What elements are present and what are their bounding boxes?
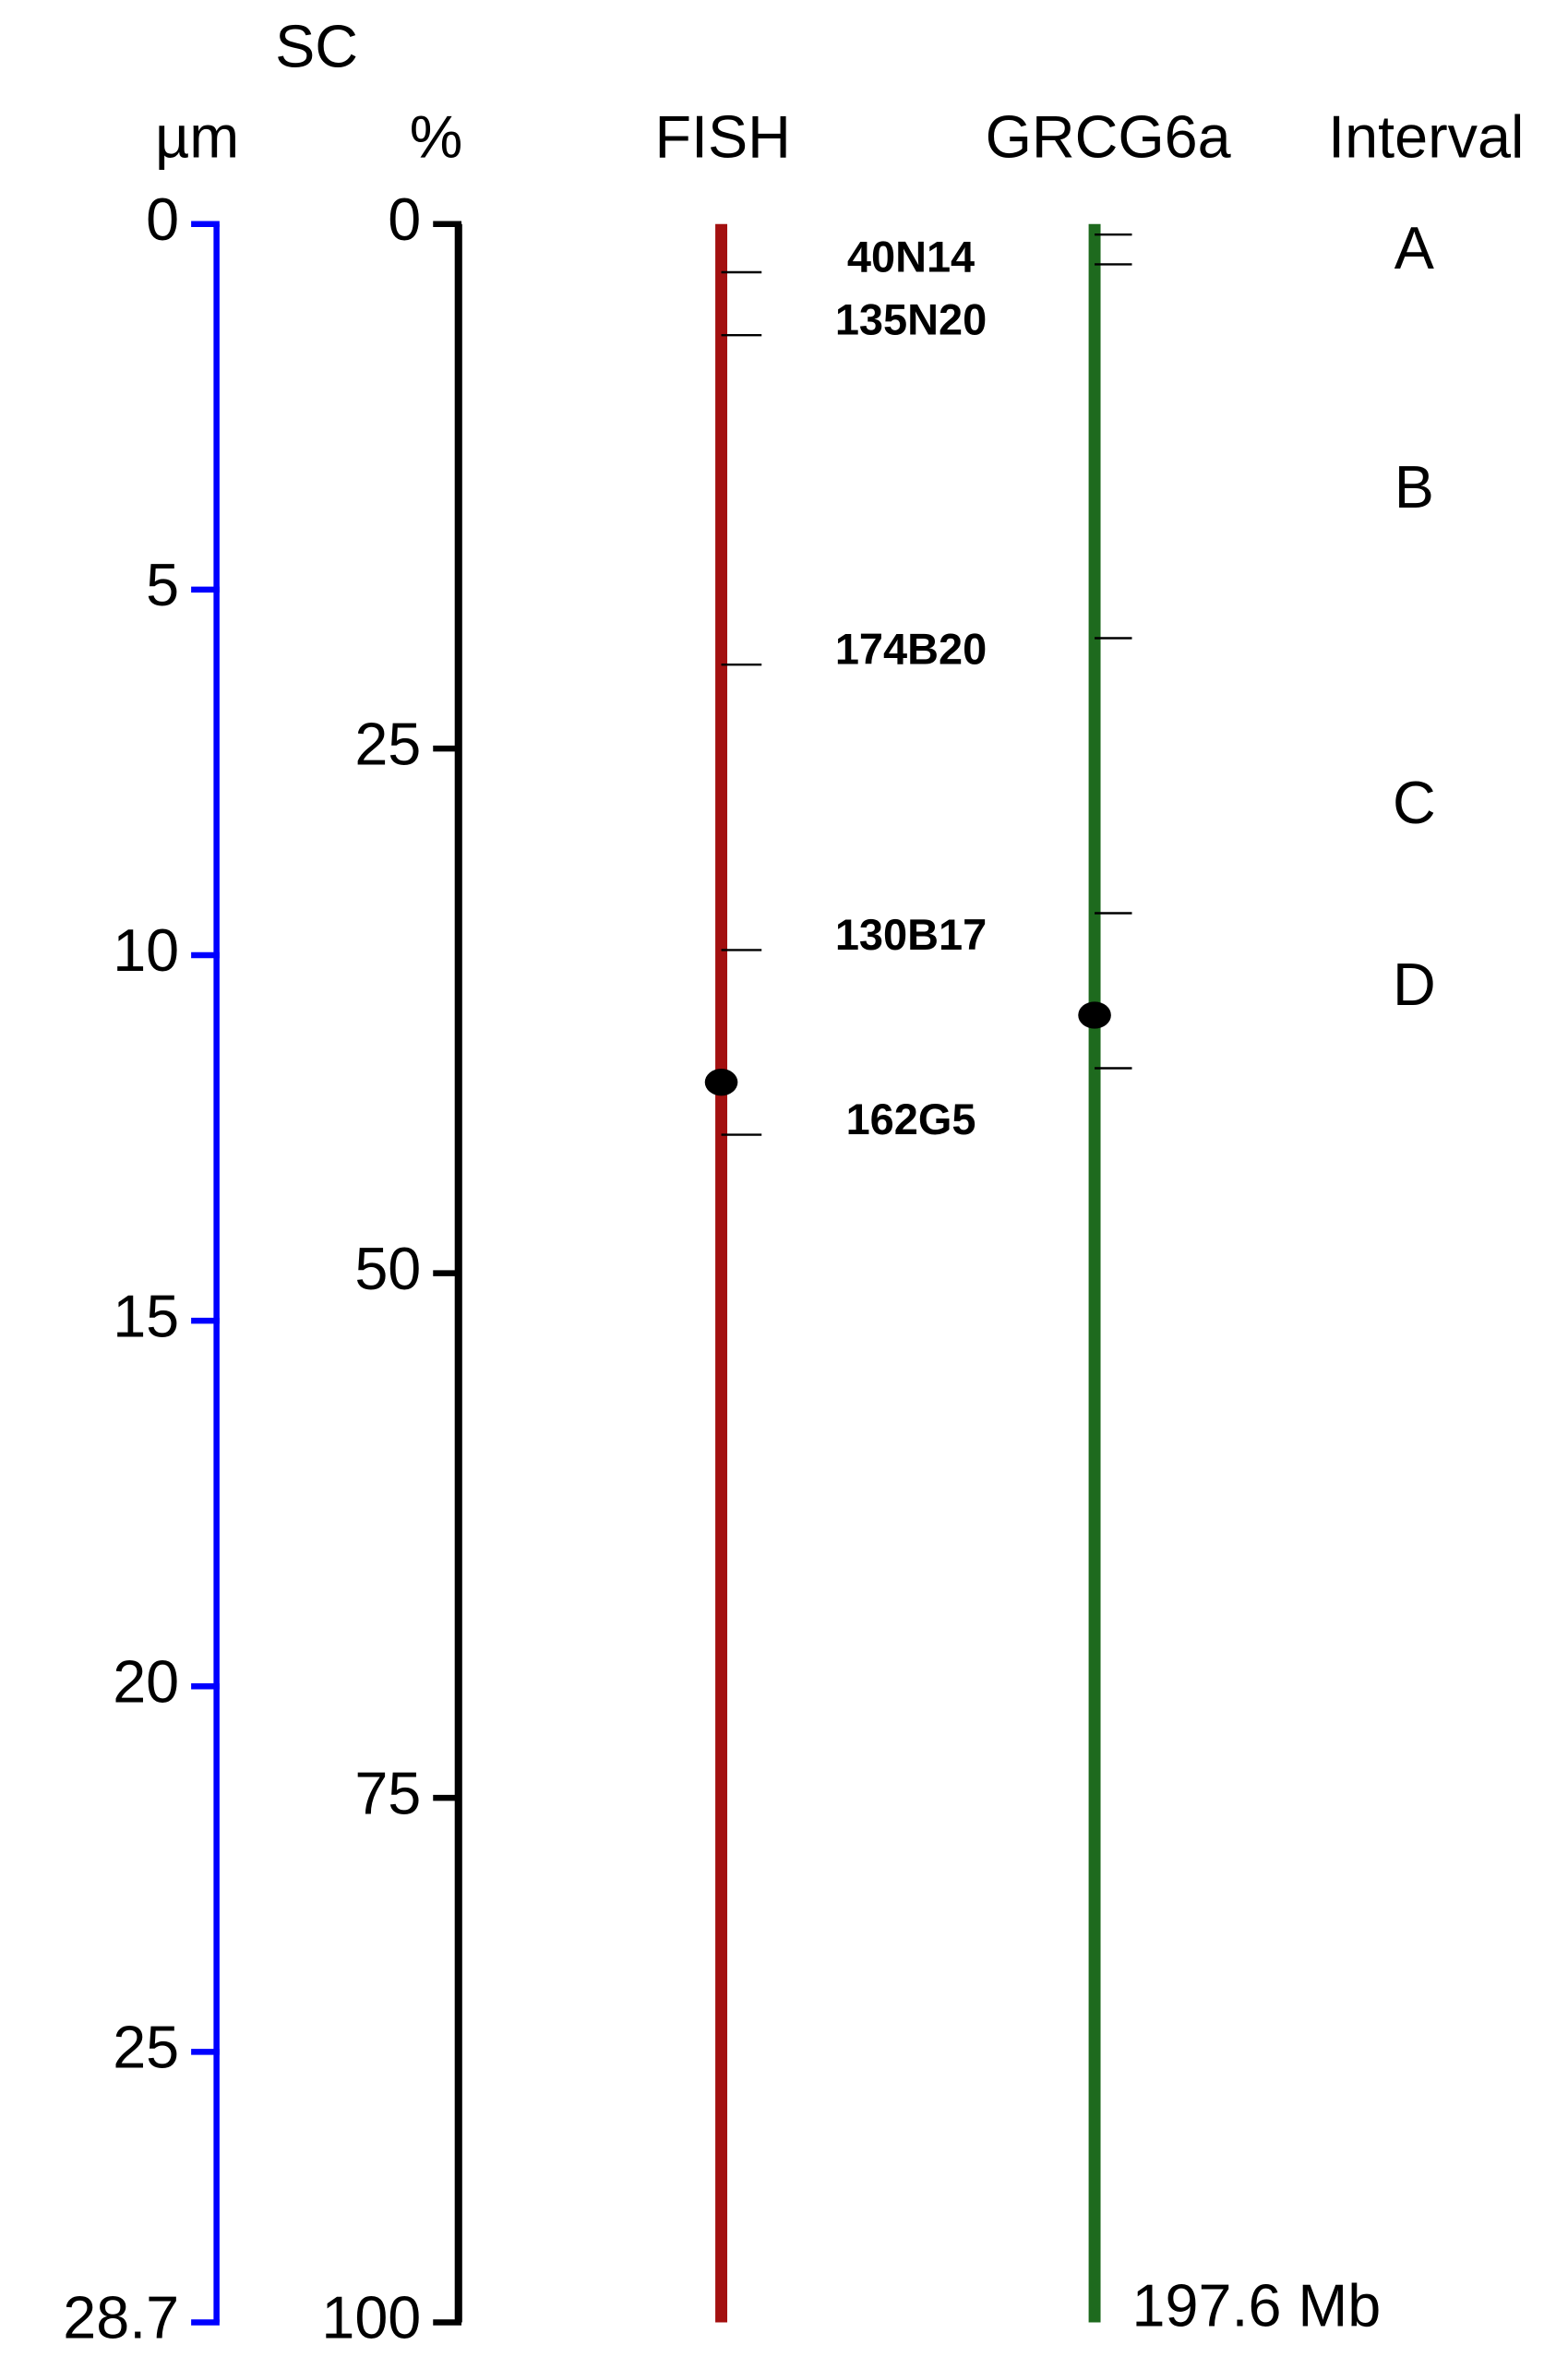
um-tick-label: 25 — [113, 2013, 179, 2080]
percent-tick-label: 100 — [321, 2284, 421, 2351]
interval-label: C — [1393, 769, 1436, 836]
interval-label: Interval — [1328, 102, 1524, 170]
percent-tick-label: 50 — [354, 1235, 421, 1302]
percent-tick-label: 25 — [354, 710, 421, 777]
interval-label: B — [1394, 453, 1434, 520]
um-tick-label: 15 — [113, 1282, 179, 1349]
um-tick-label: 10 — [113, 916, 179, 984]
interval-label: A — [1394, 214, 1435, 281]
grcg6a-label: GRCG6a — [986, 102, 1232, 170]
um-tick-label: 5 — [146, 551, 179, 618]
um-tick-label: 20 — [113, 1647, 179, 1715]
fish-marker-label: 130B17 — [835, 910, 987, 959]
interval-label: D — [1393, 951, 1436, 1018]
grcg6a-end-label: 197.6 Mb — [1132, 2272, 1382, 2339]
sc-header: SC — [275, 12, 358, 79]
percent-tick-label: 75 — [354, 1759, 421, 1826]
grcg6a-centromere — [1078, 1001, 1111, 1029]
fish-centromere — [704, 1069, 738, 1096]
fish-marker-label: 135N20 — [835, 295, 987, 344]
percent-label: % — [410, 102, 463, 170]
percent-tick-label: 0 — [388, 185, 421, 253]
fish-label: FISH — [654, 102, 790, 170]
fish-marker-label: 174B20 — [835, 625, 987, 674]
fish-marker-label: 40N14 — [847, 232, 975, 281]
um-tick-label: 28.7 — [63, 2284, 179, 2351]
um-tick-label: 0 — [146, 185, 179, 253]
fish-marker-label: 162G5 — [846, 1095, 976, 1143]
um-label: µm — [155, 102, 239, 170]
